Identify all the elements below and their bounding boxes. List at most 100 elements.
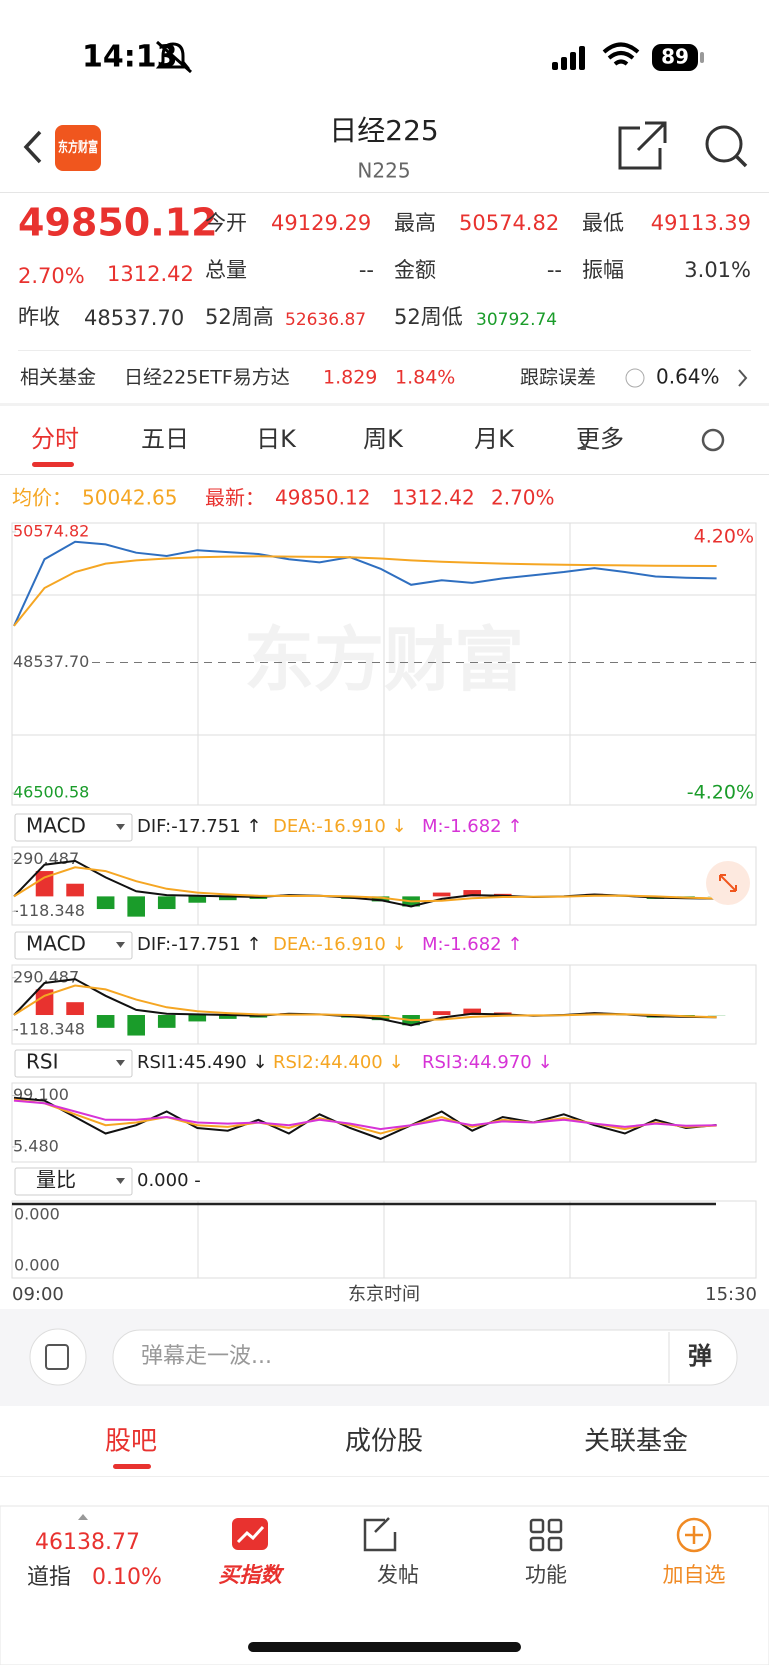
series-line — [13, 540, 717, 627]
macd-bar — [371, 1015, 390, 1021]
help-icon[interactable] — [625, 368, 645, 388]
section-tab[interactable]: 成份股 — [345, 1427, 423, 1457]
nav-item[interactable]: 发帖 — [377, 1563, 419, 1587]
x-end: 15:30 — [705, 1284, 757, 1305]
more-caret — [580, 444, 586, 450]
value: 50574.82 — [459, 211, 559, 235]
logo — [55, 125, 101, 171]
search-button[interactable] — [705, 125, 743, 163]
panel-frames — [11, 522, 757, 1279]
macd-bar — [66, 883, 84, 897]
series-line — [13, 1098, 717, 1135]
macd-bar — [219, 1015, 237, 1019]
add-icon — [676, 1517, 712, 1553]
label: 振幅 — [582, 258, 624, 282]
avg-label: 均价： — [12, 486, 72, 510]
legend-item: DEA:-16.910 ↓ — [273, 816, 407, 837]
macd-bar — [432, 892, 451, 897]
y-tick-label: 0.000 — [14, 1256, 60, 1275]
battery — [652, 44, 698, 71]
value: 49113.39 — [651, 211, 751, 235]
legend-item: RSI2:44.400 ↓ — [273, 1052, 404, 1073]
label: 今开 — [205, 211, 247, 235]
avg-value: 50042.65 — [82, 486, 177, 510]
value: 30792.74 — [476, 310, 557, 330]
indicator-select[interactable] — [14, 931, 133, 960]
signal-icon — [552, 46, 585, 70]
macd-bar — [371, 896, 390, 902]
value: -- — [359, 258, 374, 282]
indicator-select[interactable] — [14, 1167, 133, 1196]
indicator-name: 量比 — [36, 1168, 76, 1192]
tab[interactable]: 五日 — [141, 425, 189, 453]
battery-tip — [700, 52, 704, 63]
nav-item[interactable]: 买指数 — [219, 1563, 285, 1587]
label: 52周低 — [394, 305, 463, 329]
y-tick-label: -118.348 — [13, 901, 85, 920]
notes-button[interactable] — [29, 1328, 87, 1386]
macd-bar — [96, 896, 115, 910]
series-line — [13, 984, 717, 1022]
section-tab[interactable]: 股吧 — [105, 1427, 157, 1457]
indicator-select[interactable] — [14, 813, 133, 842]
y-tick-label: 48537.70 — [13, 652, 89, 671]
last-label: 最新： — [205, 486, 265, 510]
pct-bottom: -4.20% — [687, 782, 754, 804]
macd-bar — [157, 896, 176, 910]
settings-button[interactable] — [701, 428, 725, 452]
comment-input[interactable] — [112, 1329, 738, 1386]
indicator-name: RSI — [26, 1050, 59, 1074]
tracking-value: 0.64% — [656, 365, 720, 389]
fund-price: 1.829 — [323, 367, 377, 389]
divider — [18, 350, 751, 351]
nav-item[interactable]: 加自选 — [663, 1563, 726, 1587]
last-value: 49850.12 — [275, 486, 370, 510]
indicator-name: MACD — [26, 814, 86, 838]
nav-item[interactable]: 功能 — [525, 1563, 567, 1587]
back-button[interactable] — [23, 130, 42, 164]
last-pct: 2.70% — [491, 486, 555, 510]
legend-item: M:-1.682 ↑ — [422, 934, 522, 955]
caret — [116, 824, 125, 830]
tab[interactable]: 日K — [256, 425, 297, 453]
chevron[interactable] — [738, 369, 748, 387]
indicator-select[interactable] — [14, 1049, 133, 1078]
value: 48537.70 — [84, 306, 184, 330]
caret — [116, 942, 125, 948]
macd-bar — [35, 871, 54, 897]
label: 金额 — [394, 258, 436, 282]
fund-pct: 1.84% — [395, 367, 455, 389]
divider — [0, 403, 769, 406]
macd-bar — [219, 896, 237, 901]
series-line — [13, 978, 717, 1027]
legend-item: DEA:-16.910 ↓ — [273, 934, 407, 955]
pct-top: 4.20% — [694, 526, 754, 548]
section-tab[interactable]: 关联基金 — [584, 1427, 688, 1457]
index-value[interactable]: 46138.77 — [35, 1530, 140, 1555]
index-pct: 0.10% — [92, 1565, 162, 1590]
section-underline — [113, 1464, 151, 1469]
tab[interactable]: 周K — [363, 425, 404, 453]
macd-bar — [463, 1008, 482, 1016]
tab[interactable]: 月K — [474, 425, 515, 453]
expand-icon — [719, 874, 737, 892]
caret — [116, 1060, 125, 1066]
y-tick-label: 0.000 — [14, 1205, 60, 1224]
label: 最高 — [394, 211, 436, 235]
tab[interactable]: 分时 — [31, 425, 79, 453]
subtitle: N225 — [357, 159, 410, 183]
share-button[interactable] — [618, 121, 667, 170]
fund-label: 相关基金 — [20, 367, 96, 389]
tab-underline — [32, 462, 74, 467]
danmaku-button[interactable]: 弹 — [688, 1342, 712, 1370]
value: -- — [547, 258, 562, 282]
macd-bar — [127, 896, 145, 917]
series-line — [13, 1096, 717, 1141]
y-tick-label: 50574.82 — [13, 521, 89, 540]
label: 52周高 — [205, 305, 274, 329]
series-line — [13, 859, 717, 908]
y-tick-label: -118.348 — [13, 1020, 85, 1039]
last-change: 1312.42 — [392, 486, 475, 510]
